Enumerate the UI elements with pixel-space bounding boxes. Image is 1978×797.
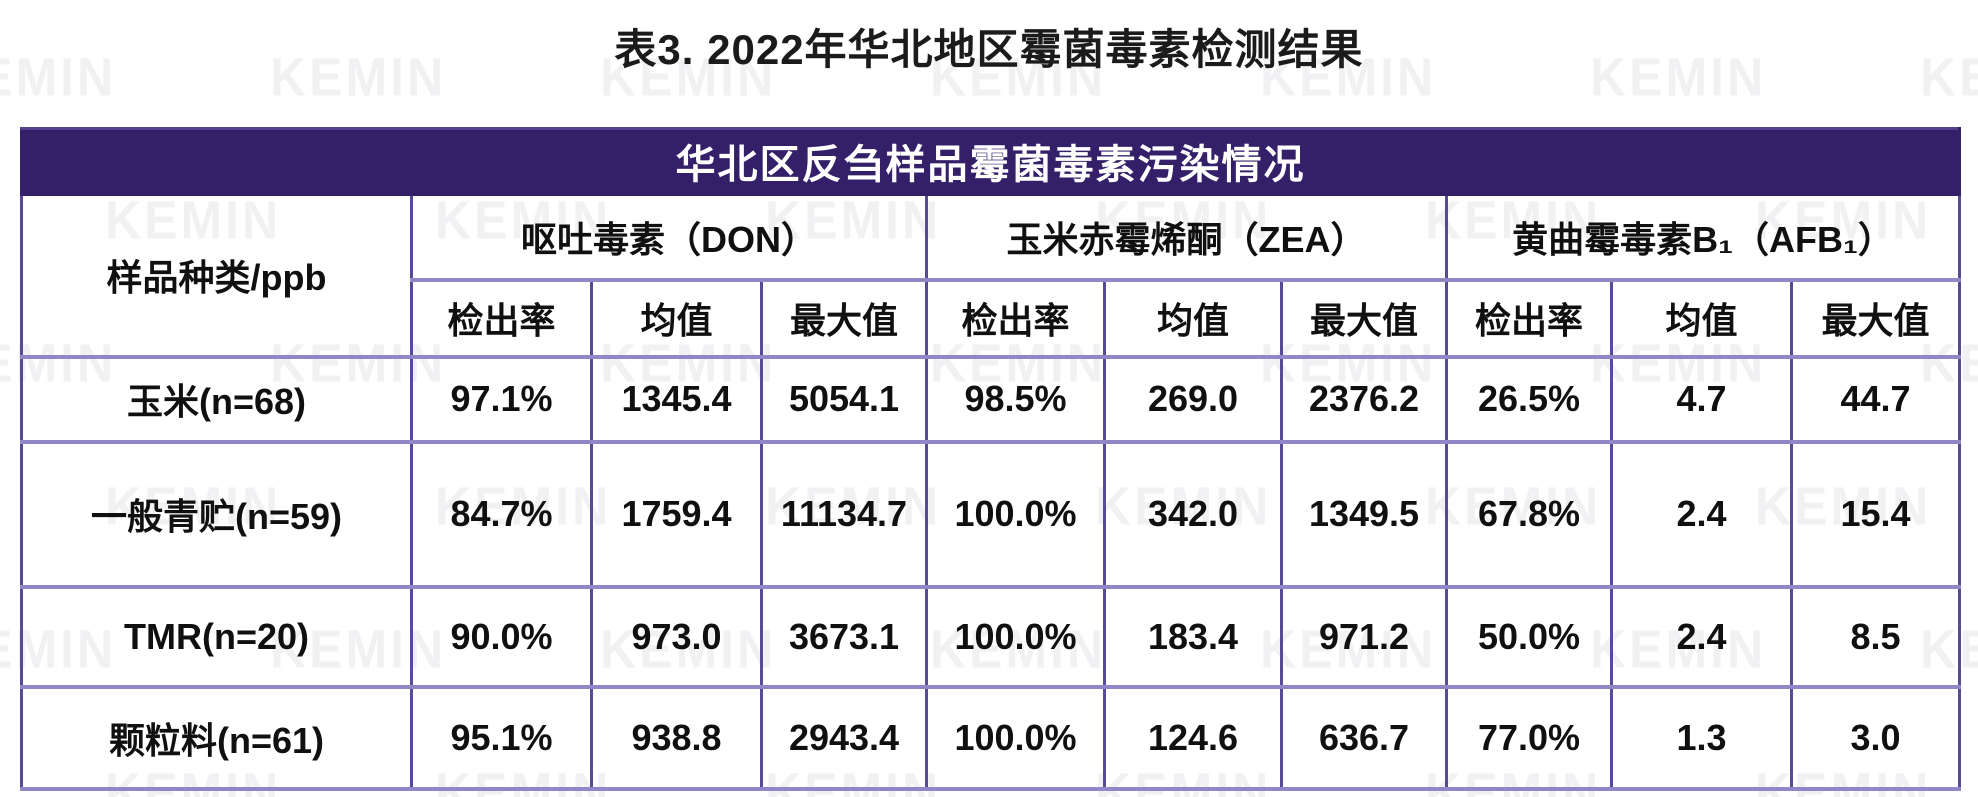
cell-value: 5054.1	[760, 354, 928, 444]
row-label: TMR(n=20)	[20, 584, 413, 689]
corner-header-sample-type: 样品种类/ppb	[20, 191, 413, 359]
cell-value: 269.0	[1103, 354, 1283, 444]
sub-header-don-max: 最大值	[760, 277, 928, 359]
sub-header-afb1-mean: 均值	[1610, 277, 1793, 359]
cell-value: 2.4	[1610, 439, 1793, 589]
sub-header-zea-max: 最大值	[1280, 277, 1448, 359]
group-header-afb1: 黄曲霉毒素B₁（AFB₁）	[1444, 191, 1962, 282]
cell-value: 636.7	[1280, 684, 1448, 791]
cell-value: 1345.4	[590, 354, 763, 444]
cell-value: 98.5%	[925, 354, 1106, 444]
table-row-corn: 玉米(n=68) 97.1% 1345.4 5054.1 98.5% 269.0…	[20, 354, 1962, 444]
table-banner-row: 华北区反刍样品霉菌毒素污染情况	[19, 127, 1962, 196]
cell-value: 100.0%	[925, 684, 1106, 791]
cell-value: 2376.2	[1280, 354, 1448, 444]
row-label: 玉米(n=68)	[20, 354, 413, 444]
group-header-don: 呕吐毒素（DON）	[410, 191, 928, 282]
sub-header-zea-rate: 检出率	[925, 277, 1106, 359]
sub-header-afb1-max: 最大值	[1789, 277, 1962, 359]
row-label: 一般青贮(n=59)	[20, 439, 413, 589]
cell-value: 97.1%	[410, 354, 593, 444]
cell-value: 100.0%	[925, 439, 1106, 589]
group-header-row: 样品种类/ppb 呕吐毒素（DON） 玉米赤霉烯酮（ZEA） 黄曲霉毒素B₁（A…	[20, 191, 1962, 359]
cell-value: 973.0	[590, 584, 763, 689]
sub-header-afb1-rate: 检出率	[1445, 277, 1613, 359]
cell-value: 4.7	[1610, 354, 1793, 444]
sub-header-don-rate: 检出率	[410, 277, 593, 359]
cell-value: 15.4	[1789, 439, 1962, 589]
cell-value: 8.5	[1789, 584, 1962, 689]
cell-value: 3673.1	[760, 584, 928, 689]
cell-value: 84.7%	[410, 439, 593, 589]
cell-value: 342.0	[1103, 439, 1283, 589]
cell-value: 77.0%	[1445, 684, 1613, 791]
group-header-zea: 玉米赤霉烯酮（ZEA）	[925, 191, 1448, 282]
table-row-tmr: TMR(n=20) 90.0% 973.0 3673.1 100.0% 183.…	[20, 584, 1962, 689]
cell-value: 67.8%	[1445, 439, 1613, 589]
sub-header-row: 检出率 均值 最大值 检出率 均值 最大值 检出率 均值 最大值	[22, 277, 1962, 359]
cell-value: 26.5%	[1445, 354, 1613, 444]
sub-header-zea-mean: 均值	[1103, 277, 1283, 359]
cell-value: 1.3	[1610, 684, 1793, 791]
cell-value: 183.4	[1103, 584, 1283, 689]
cell-value: 100.0%	[925, 584, 1106, 689]
page-title: 表3. 2022年华北地区霉菌毒素检测结果	[614, 26, 1364, 73]
cell-value: 938.8	[590, 684, 763, 791]
cell-value: 44.7	[1789, 354, 1962, 444]
cell-value: 971.2	[1280, 584, 1448, 689]
table-row-pellet: 颗粒料(n=61) 95.1% 938.8 2943.4 100.0% 124.…	[20, 684, 1962, 791]
cell-value: 124.6	[1103, 684, 1283, 791]
mycotoxin-results-table: 华北区反刍样品霉菌毒素污染情况 样品种类/ppb 呕吐毒素（DON） 玉米赤霉烯…	[19, 127, 1962, 791]
cell-value: 50.0%	[1445, 584, 1613, 689]
cell-value: 2.4	[1610, 584, 1793, 689]
sub-header-don-mean: 均值	[590, 277, 763, 359]
cell-value: 3.0	[1789, 684, 1962, 791]
cell-value: 95.1%	[410, 684, 593, 791]
cell-value: 90.0%	[410, 584, 593, 689]
cell-value: 2943.4	[760, 684, 928, 791]
table-banner-title: 华北区反刍样品霉菌毒素污染情况	[19, 127, 1962, 196]
cell-value: 1759.4	[590, 439, 763, 589]
table-row-silage: 一般青贮(n=59) 84.7% 1759.4 11134.7 100.0% 3…	[20, 439, 1962, 589]
cell-value: 11134.7	[760, 439, 928, 589]
row-label: 颗粒料(n=61)	[20, 684, 413, 791]
cell-value: 1349.5	[1280, 439, 1448, 589]
